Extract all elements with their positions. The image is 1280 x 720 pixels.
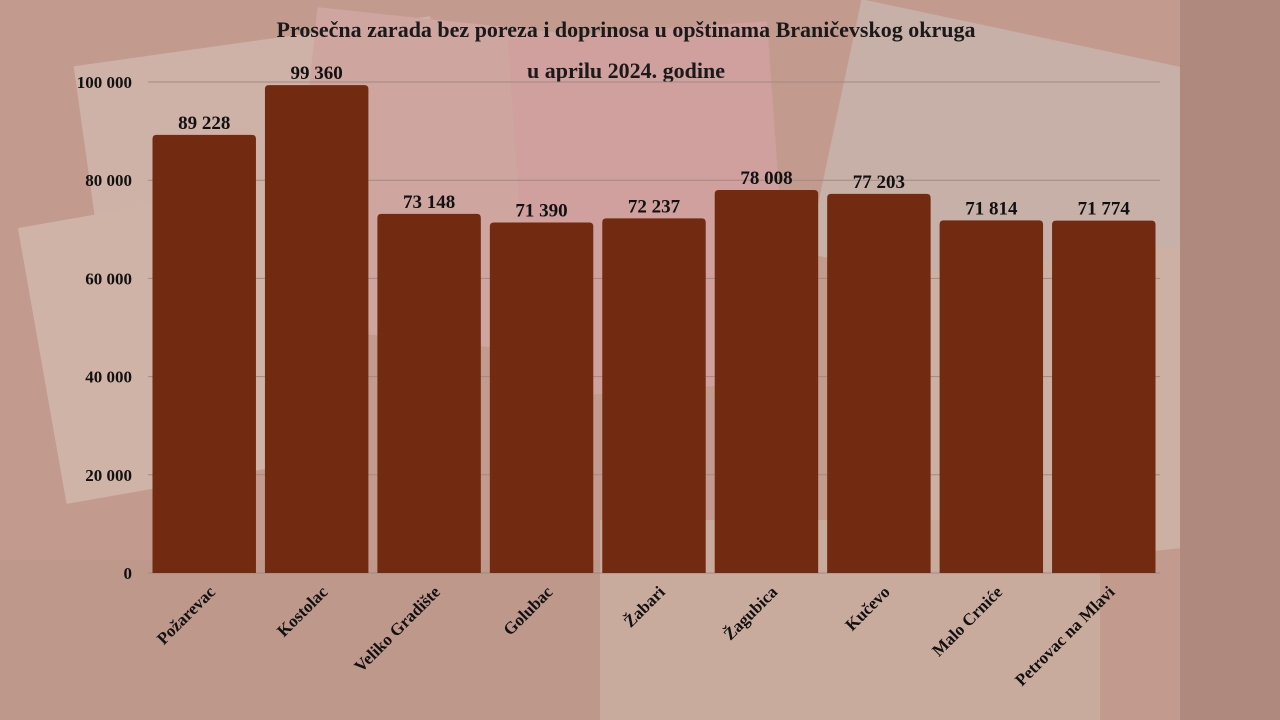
bar (714, 189, 819, 573)
data-label: 71 390 (515, 200, 567, 221)
data-label: 77 203 (853, 172, 905, 193)
data-label: 89 228 (178, 113, 230, 134)
y-tick-label: 100 000 (77, 73, 132, 92)
bar (1052, 220, 1156, 573)
data-label: 71 774 (1078, 199, 1131, 220)
data-label: 71 814 (965, 198, 1018, 219)
data-label: 73 148 (403, 192, 455, 213)
bar (152, 134, 256, 574)
data-label: 78 008 (740, 168, 792, 189)
x-tick-label: Golubac (500, 582, 557, 639)
data-label: 99 360 (291, 63, 343, 84)
bar (602, 218, 706, 573)
x-tick-label: Veliko Gradište (350, 582, 444, 676)
x-tick-label: Petrovac na Mlavi (1011, 582, 1119, 690)
x-tick-label: Žagubica (720, 582, 782, 644)
y-tick-label: 0 (124, 564, 133, 583)
y-tick-label: 60 000 (85, 269, 132, 288)
data-labels: 89 228 99 360 73 148 71 390 72 237 78 008 77 2… (178, 63, 1130, 221)
bar (377, 213, 481, 573)
bars (152, 85, 1156, 574)
x-tick-label: Žabari (620, 582, 669, 631)
bar (939, 220, 1044, 574)
x-tick-label: Malo Crniće (928, 582, 1006, 660)
chart-subtitle: u aprilu 2024. godine (527, 58, 725, 83)
bar (827, 193, 931, 573)
y-tick-label: 80 000 (85, 171, 132, 190)
x-tick-label: Požarevac (153, 582, 219, 648)
x-tick-label: Kučevo (842, 582, 894, 634)
x-tick-label: Kostolac (273, 582, 331, 640)
x-axis: Požarevac Kostolac Veliko Gradište Golubac Ž… (153, 582, 1119, 690)
data-label: 72 237 (628, 196, 681, 217)
y-tick-label: 20 000 (85, 466, 132, 485)
y-axis: 0 20 000 40 000 60 000 80 000 100 000 (77, 73, 132, 583)
bar (489, 222, 594, 573)
y-tick-label: 40 000 (85, 368, 132, 387)
chart-title: Prosečna zarada bez poreza i doprinosa u… (277, 17, 976, 42)
bar (264, 85, 369, 574)
